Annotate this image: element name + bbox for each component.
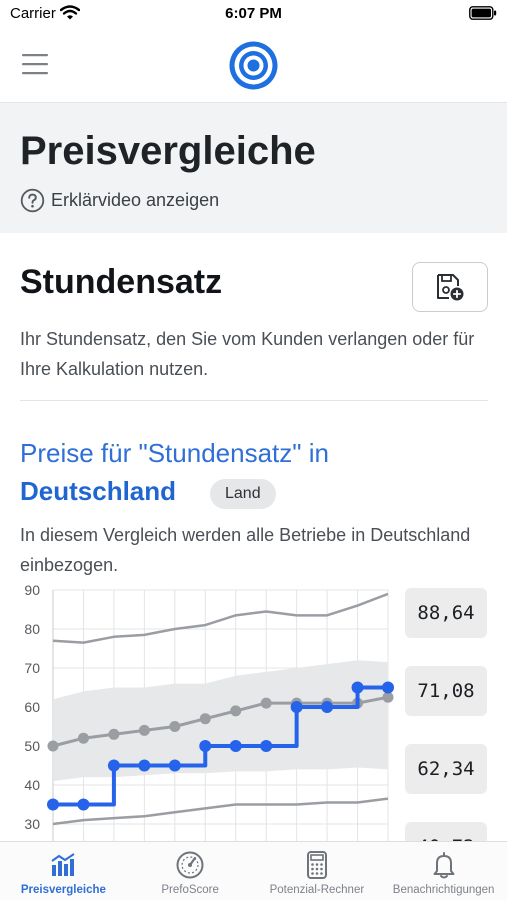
series-3-point [77,798,90,811]
series-3-point [138,759,151,772]
series-2-point [382,691,394,703]
tab-label: Preisvergleiche [20,884,106,896]
series-3-point [351,681,364,694]
tab-prefoscore[interactable]: PrefoScore [127,842,254,900]
carrier-label: Carrier [10,5,56,22]
series-3-point [290,701,303,713]
series-2-point [77,732,89,744]
value-box-1: 88,64 [405,588,487,638]
series-line-3 [53,685,388,807]
comparison-country: Deutschland [20,476,177,506]
save-add-icon [437,274,464,301]
scope-chip: Land [210,479,276,509]
y-tick-label: 50 [24,738,40,754]
calculator-icon [306,851,327,879]
tab-label: Benachrichtigungen [392,884,495,896]
y-tick-label: 40 [24,777,40,793]
y-tick-label: 30 [24,816,40,832]
bell-icon [433,852,455,879]
series-line-1 [52,592,389,644]
y-tick-label: 90 [24,582,40,598]
target-logo-icon [229,41,278,90]
value-box-3: 62,34 [405,744,487,794]
value-box-2: 71,08 [405,666,487,716]
comparison-description: In diesem Vergleich werden alle Betriebe… [20,525,471,575]
page-header: Preisvergleiche Erklärvideo anzeigen [0,103,507,233]
wifi-icon [59,5,81,25]
status-bar: Carrier 6:07 PM [0,0,507,28]
series-2-point [199,713,211,725]
series-3-point [107,759,120,772]
nav-bar [0,28,507,103]
app-logo[interactable] [226,38,281,93]
tab-preisvergleiche[interactable]: Preisvergleiche [0,842,127,900]
y-tick-label: 80 [24,621,40,637]
tab-label: PrefoScore [161,884,219,896]
section-description: Ihr Stundensatz, den Sie vom Kunden verl… [20,329,475,379]
tab-bar: Preisvergleiche PrefoScore Potenzial-Rec… [0,841,507,900]
tab-benachrichtigungen[interactable]: Benachrichtigungen [380,842,507,900]
series-2-point [138,724,150,736]
range-band [53,660,388,782]
series-3-point [321,701,334,713]
series-2-point [47,740,59,752]
comparison-title: Preise für "Stundensatz" in Deutschland [20,434,440,510]
series-2-point [260,697,272,709]
y-tick-label: 70 [24,660,40,676]
gauge-icon [176,851,204,879]
bar-chart-icon [51,853,75,876]
tab-label: Potenzial-Rechner [269,884,365,896]
menu-button[interactable] [18,50,54,80]
price-chart: 30 40 50 60 70 80 90 88,64 71,08 62,34 40,72 [0,580,507,842]
series-line-4 [52,797,389,826]
series-2-point [108,728,120,740]
explainer-video-label: Erklärvideo anzeigen [51,189,220,210]
series-3-point [47,798,59,811]
series-3-point [382,681,394,694]
section-title: Stundensatz [20,263,223,301]
chart-svg: 30 40 50 60 70 80 90 [24,582,394,842]
series-3-point [229,740,242,752]
explainer-video-link[interactable]: Erklärvideo anzeigen [20,186,219,214]
page-title: Preisvergleiche [20,129,316,173]
save-button[interactable] [412,262,488,312]
series-3-point [199,740,212,752]
clock: 6:07 PM [225,5,282,22]
series-3-point [260,740,273,752]
hamburger-icon [22,54,48,75]
series-3-point [168,759,181,772]
divider [20,400,488,401]
value-box-4: 40,72 [405,822,487,842]
battery-icon [469,6,497,25]
series-2-point [169,721,181,732]
series-2-point [230,705,242,717]
question-circle-icon [20,188,45,212]
tab-potenzial-rechner[interactable]: Potenzial-Rechner [254,842,381,900]
y-tick-label: 60 [24,699,40,715]
comparison-title-prefix: Preise für "Stundensatz" in [20,438,329,468]
